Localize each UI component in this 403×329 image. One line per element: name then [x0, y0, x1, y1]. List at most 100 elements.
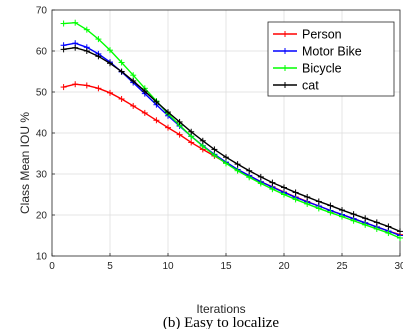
data-point — [199, 143, 206, 150]
data-point — [95, 53, 102, 60]
series-line-bicycle — [63, 21, 401, 239]
data-point — [60, 84, 67, 91]
legend: Person Motor Bike Bicycle cat — [267, 21, 395, 97]
data-point — [153, 98, 160, 105]
data-point — [304, 200, 311, 207]
x-tick-label: 25 — [336, 261, 348, 272]
data-point — [234, 167, 241, 174]
data-point — [339, 213, 345, 220]
data-point — [385, 223, 392, 230]
data-point — [60, 20, 67, 27]
data-point — [60, 46, 67, 53]
data-point — [211, 152, 218, 159]
data-point — [130, 72, 137, 79]
data-point — [72, 44, 79, 51]
data-point — [257, 180, 264, 187]
y-tick-label: 60 — [36, 47, 48, 58]
data-point — [350, 211, 357, 218]
legend-item: Person — [273, 28, 342, 42]
legend-item: cat — [273, 79, 319, 93]
data-point — [72, 19, 79, 26]
data-point — [141, 109, 148, 116]
x-tick-label: 10 — [162, 261, 174, 272]
x-tick-label: 0 — [49, 261, 55, 272]
data-point — [165, 109, 171, 116]
data-point — [327, 202, 334, 209]
legend-item: Motor Bike — [273, 45, 362, 59]
data-point — [246, 174, 253, 181]
y-axis-label: Class Mean IOU % — [18, 112, 32, 214]
data-point — [153, 117, 160, 124]
data-point — [72, 81, 79, 88]
data-point — [315, 205, 322, 212]
legend-label: Person — [302, 28, 342, 42]
data-point — [176, 131, 183, 138]
data-point — [176, 118, 183, 125]
data-point — [257, 173, 264, 180]
y-tick-label: 10 — [36, 252, 48, 263]
data-point — [292, 189, 299, 196]
data-point — [327, 209, 334, 216]
data-point — [362, 221, 369, 228]
series-line-cat — [63, 47, 401, 233]
legend-label: Motor Bike — [302, 45, 362, 59]
legend-item: Bicycle — [273, 62, 342, 76]
series-layer — [60, 19, 403, 241]
data-point — [165, 124, 171, 131]
x-tick-label: 30 — [394, 261, 403, 272]
y-axis-ticks: 10 20 30 40 50 60 70 — [36, 6, 55, 263]
x-tick-label: 15 — [220, 261, 232, 272]
data-point — [188, 128, 195, 135]
data-point — [350, 217, 357, 224]
data-point — [118, 59, 125, 66]
data-point — [373, 225, 380, 232]
data-point — [211, 146, 218, 153]
data-point — [130, 77, 137, 84]
data-point — [188, 139, 195, 146]
data-point — [269, 179, 276, 186]
x-axis-label: Iterations — [196, 302, 245, 316]
data-point — [83, 48, 90, 54]
x-axis-ticks: 0 5 10 15 20 25 30 — [49, 253, 403, 272]
data-point — [130, 102, 137, 109]
data-point — [118, 68, 125, 75]
data-point — [118, 95, 125, 102]
legend-label: Bicycle — [302, 62, 342, 76]
series-cat — [60, 44, 403, 235]
y-tick-label: 70 — [36, 6, 48, 17]
data-point — [304, 193, 311, 200]
data-point — [385, 230, 392, 237]
data-point — [141, 88, 148, 95]
x-tick-label: 5 — [107, 261, 113, 272]
figure-caption: (b) Easy to localize — [163, 315, 280, 329]
data-point — [223, 154, 229, 161]
data-point — [95, 36, 102, 43]
data-point — [246, 167, 253, 174]
x-tick-label: 20 — [278, 261, 290, 272]
data-point — [373, 219, 380, 226]
legend-label: cat — [302, 79, 319, 93]
data-point — [281, 191, 287, 198]
data-point — [95, 85, 102, 92]
data-point — [397, 228, 403, 235]
data-point — [397, 234, 403, 241]
y-tick-label: 40 — [36, 129, 48, 140]
data-point — [315, 198, 322, 205]
y-tick-label: 50 — [36, 88, 48, 99]
data-point — [199, 137, 206, 144]
data-point — [83, 82, 90, 89]
data-point — [269, 186, 276, 193]
data-point — [83, 26, 90, 33]
y-tick-label: 20 — [36, 211, 48, 222]
data-point — [339, 207, 345, 214]
data-point — [362, 215, 369, 222]
data-point — [223, 160, 229, 167]
data-point — [107, 89, 113, 96]
y-tick-label: 30 — [36, 170, 48, 181]
data-point — [107, 47, 113, 54]
data-point — [234, 161, 241, 168]
data-point — [107, 60, 113, 67]
data-point — [281, 184, 287, 191]
data-point — [292, 196, 299, 203]
